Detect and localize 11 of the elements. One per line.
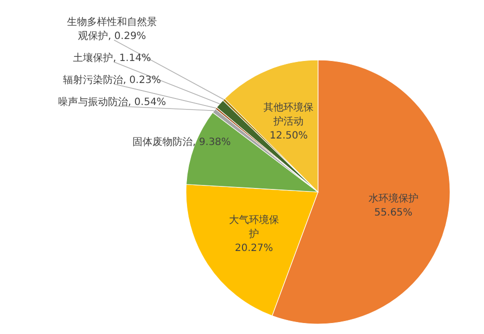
slice-label: 大气环境保护: [228, 214, 279, 240]
slice-label: 土壤保护, 1.14%: [72, 52, 152, 64]
data-label: 12.50%: [270, 130, 308, 142]
slice-label: 生物多样性和自然景观保护, 0.29%: [67, 16, 157, 42]
slice-label: 水环境保护: [368, 192, 418, 205]
data-label: 55.65%: [374, 208, 412, 219]
slice-label: 其他环境保护活动: [264, 101, 314, 128]
slice-label: 辐射污染防治, 0.23%: [62, 74, 162, 86]
data-label: 20.27%: [234, 242, 273, 254]
slice-label: 固体废物防治, 9.38%: [132, 136, 231, 148]
slice-label: 噪声与振动防治, 0.54%: [58, 96, 166, 108]
